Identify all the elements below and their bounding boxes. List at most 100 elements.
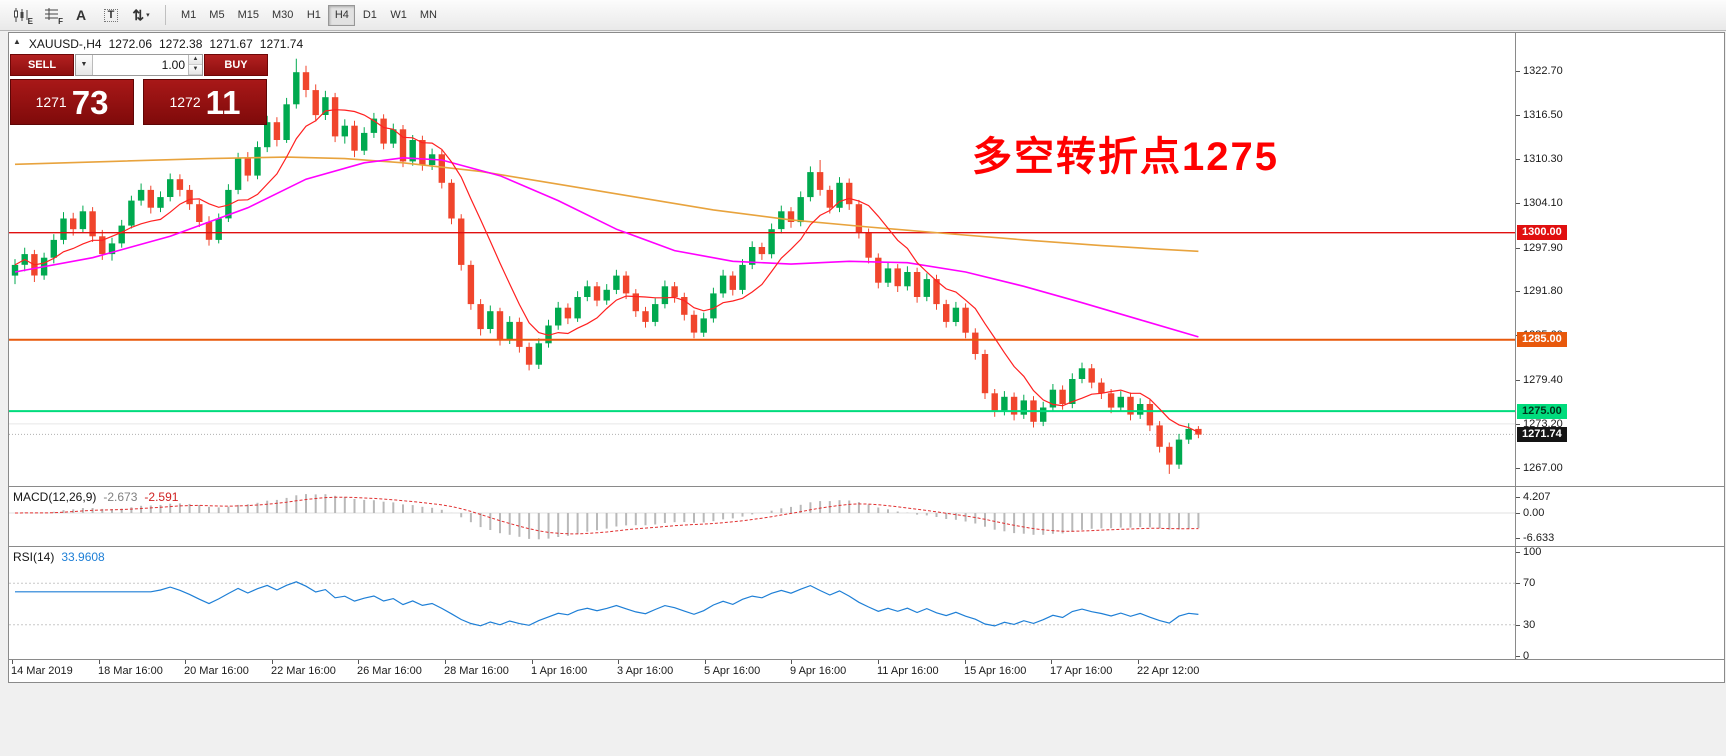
time-axis-label: 22 Apr 12:00 <box>1137 665 1200 677</box>
candles <box>11 58 1202 474</box>
macd-label: MACD(12,26,9) <box>13 490 97 504</box>
price-tick-label: 1316.50 <box>1523 109 1563 121</box>
scale-tick <box>1516 291 1520 292</box>
dropdown-caret-icon: ▾ <box>146 12 150 19</box>
price-tick-label: 0 <box>1523 650 1530 662</box>
time-axis-label: 3 Apr 16:00 <box>617 665 674 677</box>
price-tick-label: 100 <box>1523 546 1542 558</box>
timeframe-button-W1[interactable]: W1 <box>384 5 413 26</box>
text-box-icon[interactable]: T <box>96 3 126 27</box>
time-axis[interactable]: 14 Mar 2019 18 Mar 16:00 20 Mar 16:00 22 Ma… <box>9 660 1515 682</box>
time-axis-label: 28 Mar 16:00 <box>444 665 509 677</box>
scale-tick <box>1516 513 1520 514</box>
price-tick-label: 4.207 <box>1523 491 1551 503</box>
scale-tick <box>1516 159 1520 160</box>
scale-tick <box>1516 115 1520 116</box>
time-tick <box>358 660 359 664</box>
price-scale-separator <box>1515 33 1516 660</box>
price-tag-1275.00: 1275.00 <box>1517 404 1567 419</box>
timeframe-button-H4[interactable]: H4 <box>328 4 356 26</box>
time-axis-label: 5 Apr 16:00 <box>704 665 761 677</box>
timeframe-button-D1[interactable]: D1 <box>356 5 383 26</box>
timeframe-button-H1[interactable]: H1 <box>300 5 327 26</box>
timeframe-button-M30[interactable]: M30 <box>266 5 299 26</box>
time-tick <box>618 660 619 664</box>
price-tick-label: 0.00 <box>1523 507 1545 519</box>
chart-window-background <box>8 32 1725 683</box>
volume-down-icon[interactable]: ▼ <box>189 65 202 75</box>
volume-input[interactable] <box>93 55 188 75</box>
timeframe-button-M15[interactable]: M15 <box>232 5 265 26</box>
volume-spinner: ▲ ▼ <box>188 55 202 75</box>
time-axis-label: 1 Apr 16:00 <box>531 665 588 677</box>
time-axis-label: 9 Apr 16:00 <box>790 665 847 677</box>
text-label-icon[interactable]: A <box>66 3 96 27</box>
price-tick-label: 70 <box>1523 577 1536 589</box>
chart-ohlc-header: ▲ XAUUSD-,H4 1272.06 1272.38 1271.67 127… <box>13 37 303 51</box>
price-tick-label: -6.633 <box>1523 532 1555 544</box>
price-scale[interactable]: 1322.70 1316.50 1310.30 1304.10 1297.90 1291.… <box>1516 32 1725 683</box>
symbol-label: XAUUSD-,H4 <box>28 37 102 51</box>
timeframe-button-M1[interactable]: M1 <box>175 5 202 26</box>
scale-tick <box>1516 424 1520 425</box>
time-tick <box>185 660 186 664</box>
sell-button[interactable]: SELL <box>10 54 74 76</box>
rsi-header: RSI(14) 33.9608 <box>13 550 105 564</box>
candlestick-chart-icon[interactable]: E <box>6 3 36 27</box>
macd-header: MACD(12,26,9) -2.673 -2.591 <box>13 490 178 504</box>
price-tick-label: 1279.40 <box>1523 374 1563 386</box>
main-chart-canvas[interactable] <box>9 33 1515 486</box>
scale-tick <box>1516 656 1520 657</box>
rsi-value: 33.9608 <box>61 550 105 564</box>
time-axis-label: 17 Apr 16:00 <box>1050 665 1113 677</box>
time-tick <box>965 660 966 664</box>
macd-indicator-canvas[interactable] <box>9 487 1515 546</box>
volume-up-icon[interactable]: ▲ <box>189 55 202 65</box>
scale-tick <box>1516 380 1520 381</box>
buy-button[interactable]: BUY <box>204 54 268 76</box>
timeframe-button-MN[interactable]: MN <box>414 5 443 26</box>
timeframe-button-M5[interactable]: M5 <box>203 5 230 26</box>
time-tick <box>532 660 533 664</box>
time-tick <box>705 660 706 664</box>
cursor-tool-icon[interactable]: ⇅ ▾ <box>126 3 156 27</box>
buy-price-display[interactable]: 1272 11 <box>143 79 267 125</box>
volume-dropdown-icon[interactable]: ▼ <box>76 55 93 75</box>
badge-f: F <box>58 17 63 26</box>
scale-tick <box>1516 497 1520 498</box>
time-tick <box>12 660 13 664</box>
collapse-icon[interactable]: ▲ <box>13 37 21 46</box>
toolbar: E F A T ⇅ ▾ M1 M5 M15 M30 H1 H4 D1 W1 MN <box>0 0 1726 31</box>
price-tick-label: 1297.90 <box>1523 242 1563 254</box>
grid-glyph <box>44 8 58 20</box>
time-tick <box>99 660 100 664</box>
time-tick <box>791 660 792 664</box>
time-axis-label: 15 Apr 16:00 <box>964 665 1027 677</box>
rsi-indicator-canvas[interactable] <box>9 547 1515 659</box>
time-tick <box>1138 660 1139 664</box>
candlestick-glyph <box>14 8 28 22</box>
indicator-grid-icon[interactable]: F <box>36 3 66 27</box>
time-tick <box>878 660 879 664</box>
scale-tick <box>1516 552 1520 553</box>
sell-price-display[interactable]: 1271 73 <box>10 79 134 125</box>
rsi-label: RSI(14) <box>13 550 55 564</box>
one-click-trading-panel: SELL ▼ ▲ ▼ BUY 1271 73 1272 11 <box>10 54 268 125</box>
price-tick-label: 30 <box>1523 619 1536 631</box>
price-tick-label: 1291.80 <box>1523 285 1563 297</box>
time-axis-label: 26 Mar 16:00 <box>357 665 422 677</box>
price-tag-1300.00: 1300.00 <box>1517 225 1567 240</box>
sell-price-small: 1271 <box>35 94 67 110</box>
macd-panel-separator[interactable] <box>9 486 1724 487</box>
close-value: 1271.74 <box>259 37 304 51</box>
price-tag-1271.74: 1271.74 <box>1517 427 1567 442</box>
time-axis-label: 20 Mar 16:00 <box>184 665 249 677</box>
price-tick-label: 1322.70 <box>1523 65 1563 77</box>
time-tick <box>1051 660 1052 664</box>
time-tick <box>445 660 446 664</box>
rsi-panel-separator[interactable] <box>9 546 1724 547</box>
scale-tick <box>1516 71 1520 72</box>
macd-main-value: -2.673 <box>103 490 138 504</box>
price-tick-label: 1304.10 <box>1523 197 1563 209</box>
